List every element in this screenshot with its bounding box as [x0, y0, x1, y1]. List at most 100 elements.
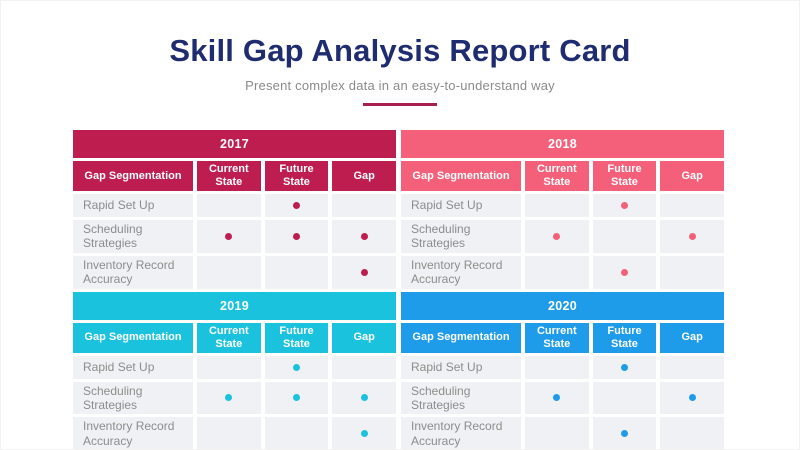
gap-cell: [332, 255, 396, 289]
current-state-cell: [197, 255, 261, 289]
current-state-cell: [525, 194, 589, 217]
page-subtitle: Present complex data in an easy-to-under…: [245, 78, 555, 93]
status-dot: [620, 430, 628, 438]
year-header-2018: 2018: [401, 130, 724, 158]
column-header-current-state: Current State: [525, 161, 589, 191]
row-label: Scheduling Strategies: [73, 220, 193, 253]
gap-cell: [660, 355, 724, 379]
row-label: Inventory Record Accuracy: [401, 255, 521, 289]
column-header-gap: Gap: [660, 161, 724, 191]
gap-cell: [332, 220, 396, 253]
status-dot: [225, 232, 233, 240]
current-state-cell: [197, 194, 261, 217]
column-header-gap: Gap: [660, 322, 724, 353]
column-header-future-state: Future State: [592, 322, 657, 353]
gap-cell: [660, 255, 724, 289]
column-header-gap-segmentation: Gap Segmentation: [401, 322, 521, 353]
current-state-cell: [525, 417, 589, 449]
column-header-future-state: Future State: [264, 161, 329, 191]
row-label: Inventory Record Accuracy: [73, 417, 193, 449]
column-header-gap-segmentation: Gap Segmentation: [401, 161, 521, 191]
row-label: Inventory Record Accuracy: [401, 417, 521, 449]
year-tables-grid: 2017 Gap Segmentation Current State Futu…: [73, 130, 724, 449]
column-header-gap-segmentation: Gap Segmentation: [73, 322, 193, 353]
future-state-cell: [592, 355, 657, 379]
future-state-cell: [592, 381, 657, 415]
table-row-rapid-set-up: Rapid Set Up: [401, 194, 724, 217]
column-header-gap: Gap: [332, 322, 396, 353]
future-state-cell: [264, 381, 329, 415]
status-dot: [553, 394, 561, 402]
status-dot: [688, 232, 696, 240]
table-row-inventory-record-accuracy: Inventory Record Accuracy: [73, 417, 396, 449]
future-state-cell: [264, 194, 329, 217]
status-dot: [360, 232, 368, 240]
row-label: Rapid Set Up: [73, 194, 193, 217]
column-header-current-state: Current State: [197, 322, 261, 353]
gap-cell: [332, 381, 396, 415]
future-state-cell: [592, 417, 657, 449]
slide-header: Skill Gap Analysis Report Card Present c…: [1, 1, 799, 106]
current-state-cell: [197, 220, 261, 253]
status-dot: [620, 268, 628, 276]
status-dot: [620, 363, 628, 371]
table-row-rapid-set-up: Rapid Set Up: [401, 355, 724, 379]
table-row-rapid-set-up: Rapid Set Up: [73, 194, 396, 217]
table-row-scheduling-strategies: Scheduling Strategies: [401, 220, 724, 253]
table-row-scheduling-strategies: Scheduling Strategies: [73, 381, 396, 415]
table-row-inventory-record-accuracy: Inventory Record Accuracy: [73, 255, 396, 289]
year-table-2019: 2019 Gap Segmentation Current State Futu…: [73, 291, 396, 449]
row-label: Rapid Set Up: [73, 355, 193, 379]
future-state-cell: [592, 194, 657, 217]
accent-divider: [363, 103, 437, 106]
future-state-cell: [264, 417, 329, 449]
status-dot: [360, 430, 368, 438]
column-header-row: Gap Segmentation Current State Future St…: [401, 161, 724, 191]
column-header-gap-segmentation: Gap Segmentation: [73, 161, 193, 191]
status-dot: [360, 394, 368, 402]
current-state-cell: [197, 355, 261, 379]
gap-cell: [332, 355, 396, 379]
status-dot: [225, 394, 233, 402]
column-header-gap: Gap: [332, 161, 396, 191]
column-header-row: Gap Segmentation Current State Future St…: [401, 322, 724, 353]
column-header-future-state: Future State: [592, 161, 657, 191]
row-label: Scheduling Strategies: [401, 381, 521, 415]
future-state-cell: [264, 220, 329, 253]
column-header-current-state: Current State: [197, 161, 261, 191]
year-table-2017: 2017 Gap Segmentation Current State Futu…: [73, 130, 396, 289]
row-label: Rapid Set Up: [401, 355, 521, 379]
year-header-2019: 2019: [73, 291, 396, 320]
future-state-cell: [264, 255, 329, 289]
gap-cell: [660, 220, 724, 253]
gap-cell: [660, 417, 724, 449]
current-state-cell: [525, 220, 589, 253]
year-table-2018: 2018 Gap Segmentation Current State Futu…: [401, 130, 724, 289]
current-state-cell: [197, 381, 261, 415]
status-dot: [360, 268, 368, 276]
year-table-2020: 2020 Gap Segmentation Current State Futu…: [401, 291, 724, 449]
status-dot: [688, 394, 696, 402]
future-state-cell: [264, 355, 329, 379]
future-state-cell: [592, 255, 657, 289]
current-state-cell: [525, 355, 589, 379]
future-state-cell: [592, 220, 657, 253]
table-row-inventory-record-accuracy: Inventory Record Accuracy: [401, 417, 724, 449]
status-dot: [292, 363, 300, 371]
table-row-scheduling-strategies: Scheduling Strategies: [401, 381, 724, 415]
table-row-scheduling-strategies: Scheduling Strategies: [73, 220, 396, 253]
status-dot: [292, 394, 300, 402]
status-dot: [292, 232, 300, 240]
page-title: Skill Gap Analysis Report Card: [169, 33, 631, 68]
row-label: Scheduling Strategies: [401, 220, 521, 253]
table-row-inventory-record-accuracy: Inventory Record Accuracy: [401, 255, 724, 289]
current-state-cell: [197, 417, 261, 449]
year-header-2020: 2020: [401, 291, 724, 320]
gap-cell: [332, 417, 396, 449]
column-header-row: Gap Segmentation Current State Future St…: [73, 161, 396, 191]
gap-cell: [660, 381, 724, 415]
column-header-row: Gap Segmentation Current State Future St…: [73, 322, 396, 353]
row-label: Scheduling Strategies: [73, 381, 193, 415]
status-dot: [553, 232, 561, 240]
